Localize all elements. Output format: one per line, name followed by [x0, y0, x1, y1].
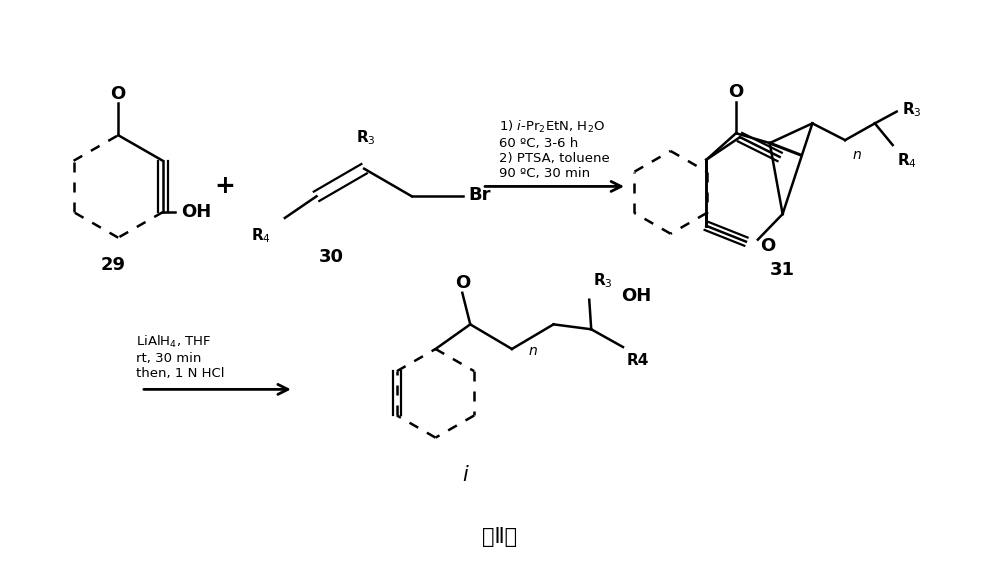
- Text: O: O: [455, 274, 470, 292]
- Text: $n$: $n$: [852, 148, 862, 162]
- Text: 29: 29: [101, 256, 126, 274]
- Text: O: O: [111, 85, 126, 103]
- Text: +: +: [214, 175, 235, 198]
- Text: 30: 30: [319, 248, 344, 266]
- Text: 式Ⅱ。: 式Ⅱ。: [482, 527, 518, 547]
- Text: R$_3$: R$_3$: [593, 271, 613, 290]
- Text: O: O: [760, 236, 775, 254]
- Text: LiAlH$_4$, THF
rt, 30 min
then, 1 N HCl: LiAlH$_4$, THF rt, 30 min then, 1 N HCl: [136, 333, 225, 379]
- Text: R4: R4: [627, 353, 649, 368]
- Text: R$_3$: R$_3$: [356, 128, 376, 147]
- Text: OH: OH: [181, 203, 211, 221]
- Text: 1) $i$-Pr$_2$EtN, H$_2$O
60 ºC, 3-6 h
2) PTSA, toluene
90 ºC, 30 min: 1) $i$-Pr$_2$EtN, H$_2$O 60 ºC, 3-6 h 2)…: [499, 118, 610, 180]
- Text: R$_3$: R$_3$: [902, 100, 921, 119]
- Text: R$_4$: R$_4$: [897, 151, 917, 169]
- Text: $n$: $n$: [528, 345, 538, 359]
- Text: 31: 31: [770, 261, 795, 279]
- Text: i: i: [462, 465, 468, 485]
- Text: Br: Br: [468, 186, 491, 204]
- Text: O: O: [728, 83, 744, 101]
- Text: R$_4$: R$_4$: [251, 226, 271, 244]
- Text: OH: OH: [621, 287, 651, 305]
